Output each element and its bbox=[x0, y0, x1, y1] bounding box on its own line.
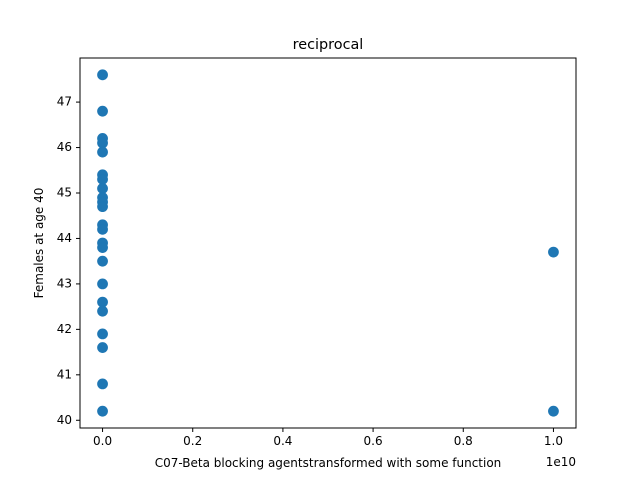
x-axis-offset-label: 1e10 bbox=[546, 455, 576, 469]
data-point bbox=[97, 69, 108, 81]
y-axis: 40 41 42 43 44 45 46 47 bbox=[57, 95, 80, 427]
data-point bbox=[97, 223, 108, 235]
data-point bbox=[97, 328, 108, 340]
y-tick-label: 45 bbox=[57, 186, 72, 200]
data-point bbox=[97, 342, 108, 353]
y-tick-label: 42 bbox=[57, 322, 72, 336]
data-point bbox=[97, 405, 108, 417]
x-axis: 0.0 0.2 0.4 0.6 0.8 1.0 bbox=[93, 428, 563, 448]
x-tick-label: 0.4 bbox=[273, 434, 292, 448]
x-tick-label: 1.0 bbox=[544, 434, 563, 448]
y-axis-label: Females at age 40 bbox=[32, 188, 46, 299]
x-tick-label: 0.2 bbox=[183, 434, 202, 448]
y-tick-label: 47 bbox=[57, 95, 72, 109]
data-point bbox=[97, 278, 108, 290]
data-point bbox=[97, 146, 108, 158]
y-tick-label: 46 bbox=[57, 140, 72, 154]
x-tick-label: 0.8 bbox=[454, 434, 473, 448]
data-point bbox=[97, 173, 108, 185]
data-point bbox=[97, 255, 108, 267]
x-tick-label: 0.6 bbox=[364, 434, 383, 448]
x-tick-label: 0.0 bbox=[93, 434, 112, 448]
data-point bbox=[97, 201, 108, 213]
data-point bbox=[97, 296, 108, 308]
data-point bbox=[548, 405, 559, 417]
data-point bbox=[97, 105, 108, 117]
x-axis-label: C07-Beta blocking agentstransformed with… bbox=[155, 456, 502, 470]
data-point bbox=[97, 305, 108, 317]
y-tick-label: 43 bbox=[57, 276, 72, 290]
data-point bbox=[548, 246, 559, 258]
chart-title: reciprocal bbox=[293, 37, 364, 53]
y-tick-label: 40 bbox=[57, 413, 72, 427]
data-point bbox=[97, 183, 108, 194]
y-tick-label: 44 bbox=[57, 231, 72, 245]
points-layer bbox=[97, 69, 559, 417]
y-tick-label: 41 bbox=[57, 367, 72, 381]
data-point bbox=[97, 137, 108, 149]
data-point bbox=[97, 242, 108, 253]
data-point bbox=[97, 378, 108, 390]
plot-frame bbox=[79, 57, 577, 429]
